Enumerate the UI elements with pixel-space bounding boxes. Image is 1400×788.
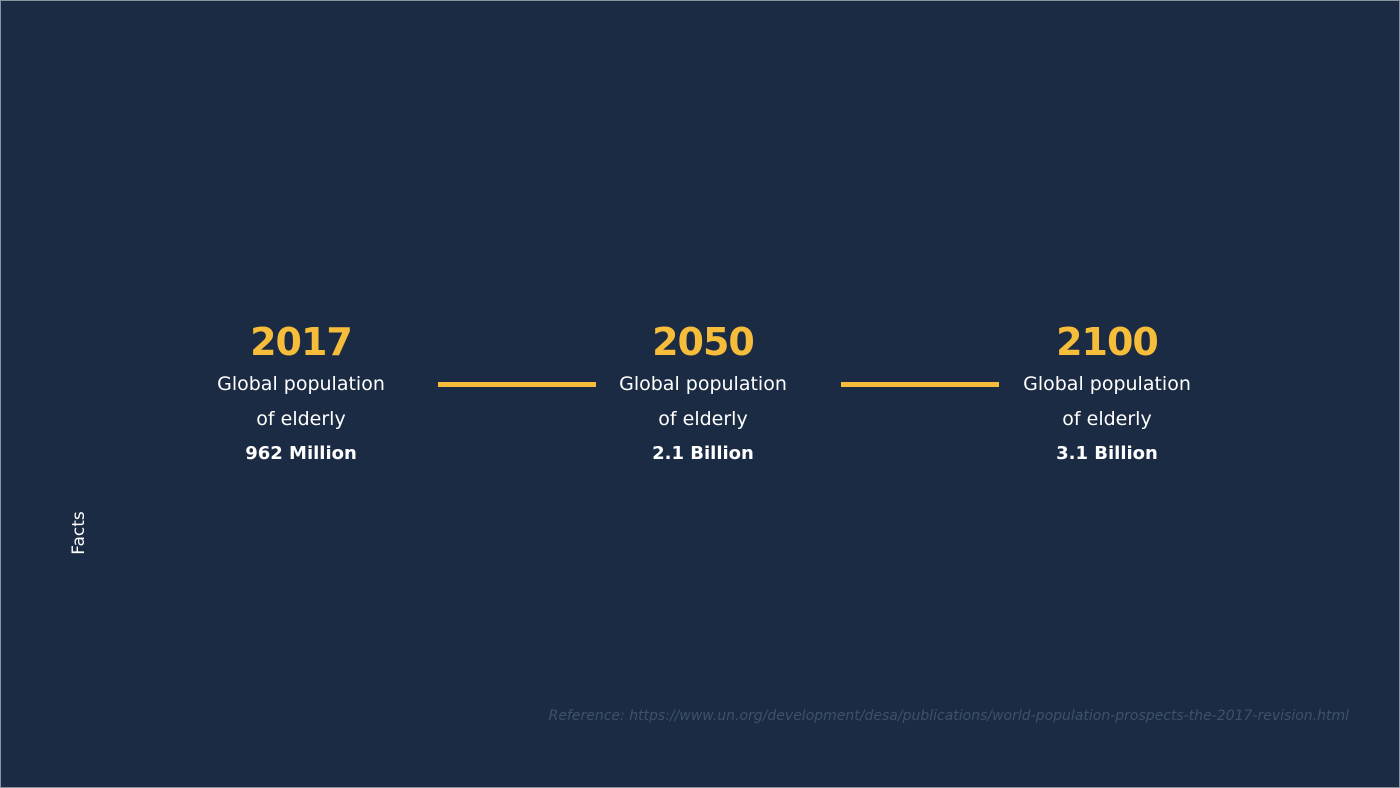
reference: Reference: https://www.un.org/developmen… [548, 708, 1349, 724]
year: 2100 [1056, 320, 1159, 364]
timeline-item: 2050 Global population of elderly 2.1 Billi… [573, 317, 833, 471]
side-label: Facts [69, 511, 89, 555]
year: 2050 [652, 320, 755, 364]
description-line: of elderly [658, 408, 748, 430]
description-line: Global population [1023, 373, 1191, 395]
timeline-item: 2017 Global population of elderly 962 Milli… [171, 317, 431, 471]
connector-line [438, 382, 596, 387]
value: 962 Million [245, 443, 357, 464]
value: 2.1 Billion [652, 443, 754, 464]
description-line: of elderly [256, 408, 346, 430]
description-line: of elderly [1062, 408, 1152, 430]
timeline-item: 2100 Global population of elderly 3.1 Billi… [977, 317, 1237, 471]
description-line: Global population [619, 373, 787, 395]
description-line: Global population [217, 373, 385, 395]
year: 2017 [250, 320, 353, 364]
connector-line [841, 382, 999, 387]
value: 3.1 Billion [1056, 443, 1158, 464]
